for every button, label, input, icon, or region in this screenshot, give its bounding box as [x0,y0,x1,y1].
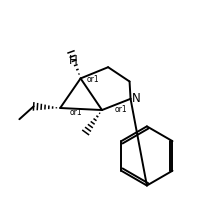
Text: N: N [132,92,141,105]
Text: H: H [69,54,78,67]
Text: or1: or1 [115,105,127,114]
Text: or1: or1 [87,75,99,84]
Text: or1: or1 [70,108,83,117]
